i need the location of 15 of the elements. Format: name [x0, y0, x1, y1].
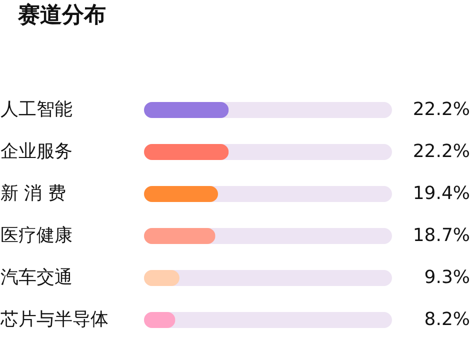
data-label: 22.2% [412, 141, 470, 162]
data-label: 19.4% [412, 183, 470, 204]
data-label: 8.2% [424, 309, 470, 330]
y-tick-label: 企业服务 [0, 141, 72, 162]
data-label: 18.7% [412, 225, 470, 246]
data-label: 9.3% [424, 267, 470, 288]
y-tick-label: 人工智能 [0, 99, 72, 120]
chart-title: 赛道分布 [17, 2, 106, 28]
y-tick-label: 芯片与半导体 [0, 309, 108, 330]
bar [144, 228, 216, 244]
y-tick-label: 新 消 费 [0, 183, 66, 204]
data-label: 22.2% [412, 99, 470, 120]
bar [144, 186, 218, 202]
y-tick-label: 医疗健康 [0, 225, 72, 246]
y-tick-label: 汽车交通 [0, 267, 72, 288]
